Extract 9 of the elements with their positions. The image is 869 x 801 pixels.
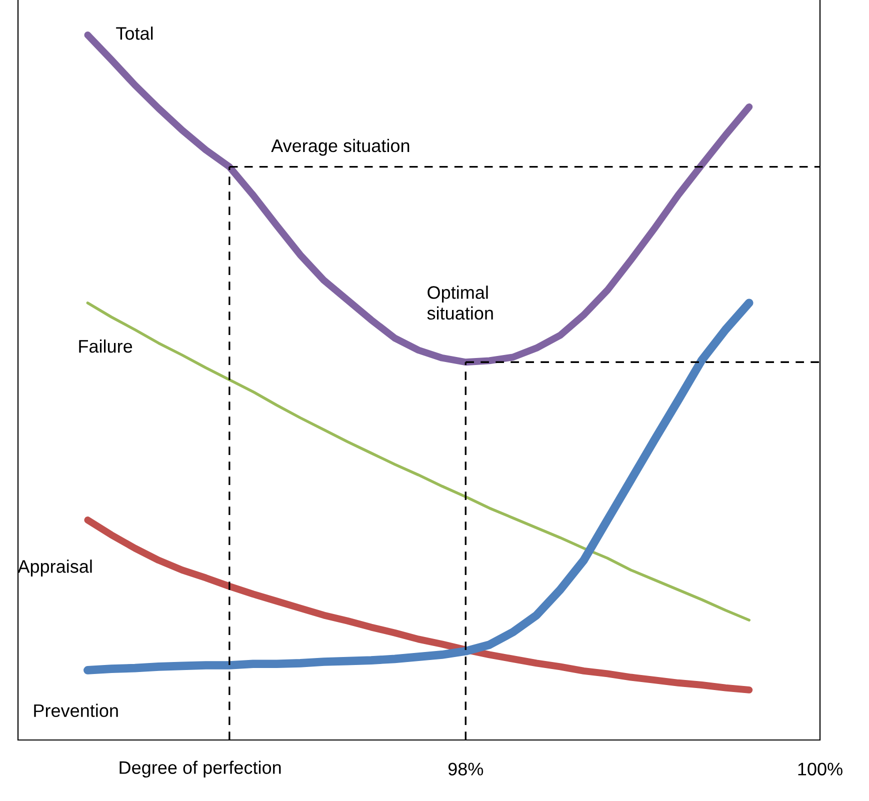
series-label: Failure xyxy=(79,339,132,353)
x-tick-label: 98% xyxy=(448,762,484,776)
series-label: Appraisal xyxy=(18,560,92,576)
series-label: Total xyxy=(116,26,153,40)
ref-line-label: Average situation xyxy=(271,138,410,156)
ref-line-label: Optimal situation xyxy=(427,286,493,320)
x-axis-title: Degree of perfection xyxy=(120,760,281,778)
series-label: Prevention xyxy=(34,704,118,718)
x-tick-label: 100% xyxy=(798,762,842,776)
